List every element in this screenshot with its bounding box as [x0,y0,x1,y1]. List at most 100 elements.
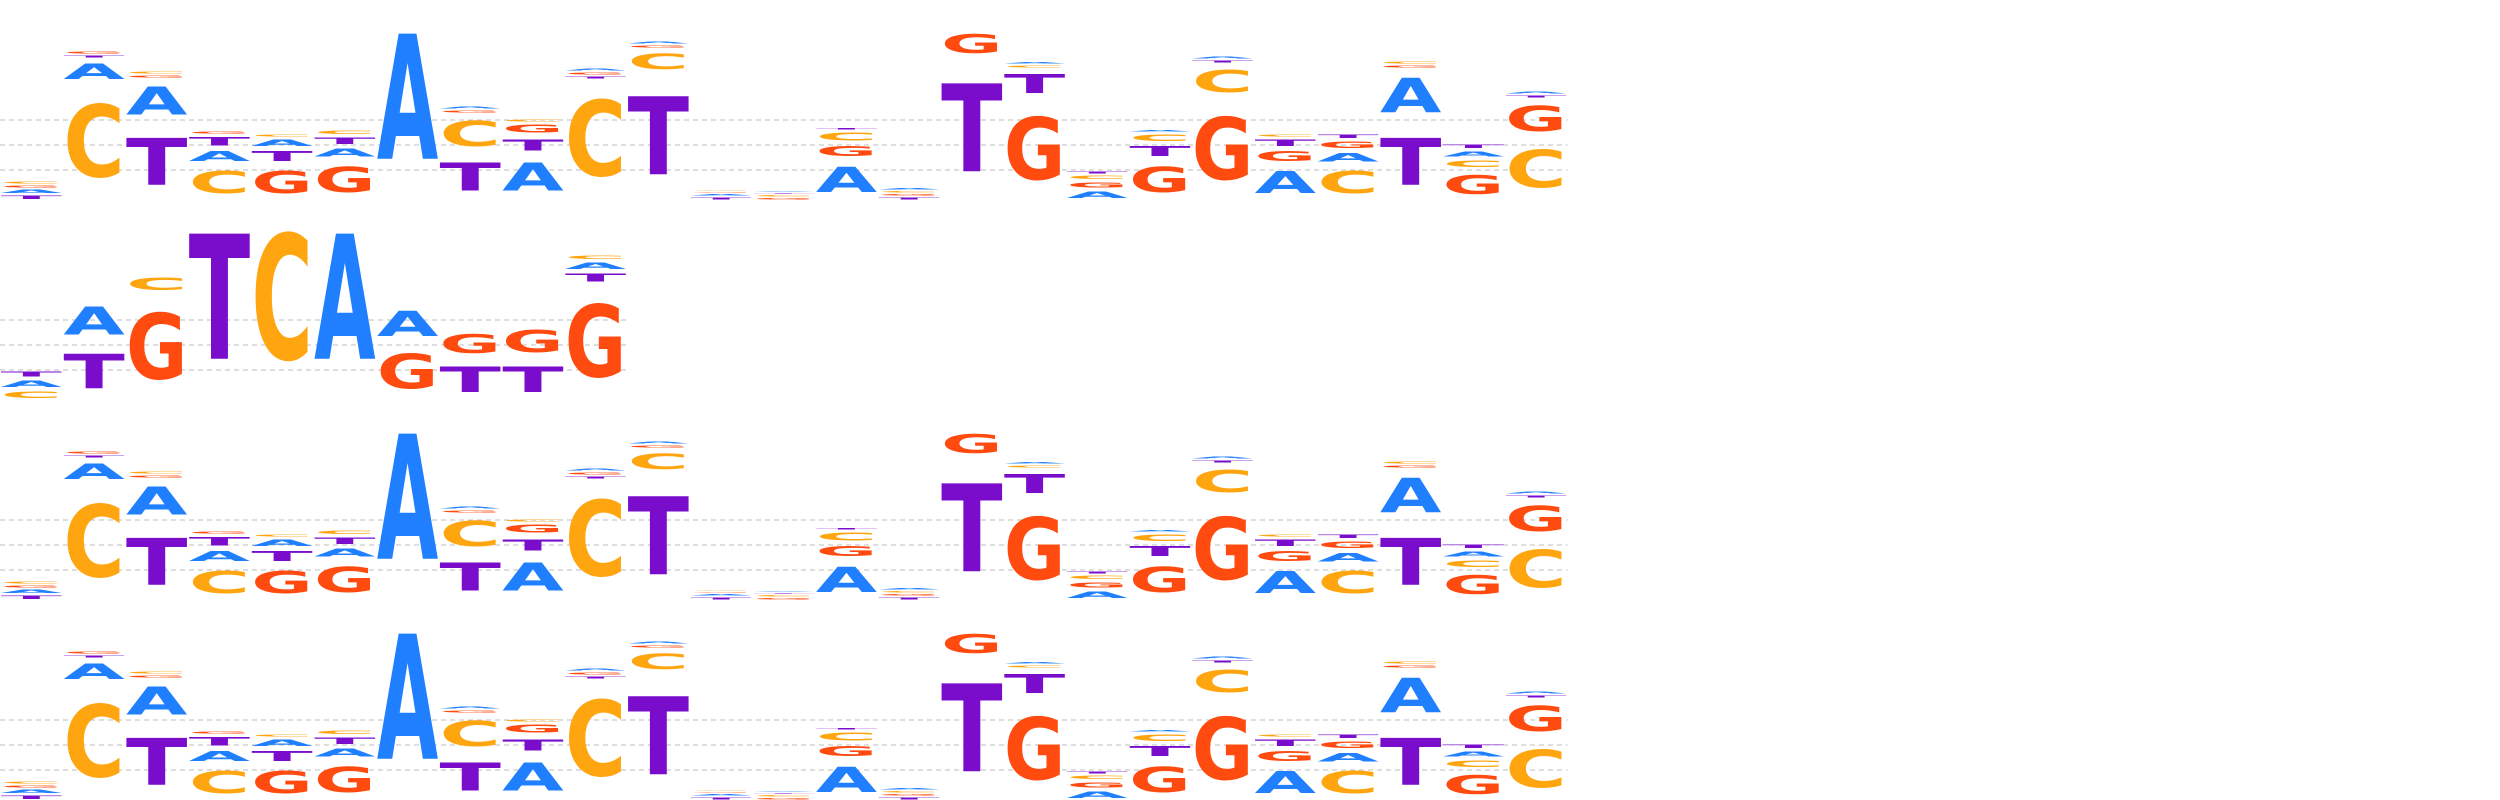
logo-3-pos-11-T-glyph: T [628,476,690,601]
logo-4-pos-24-A-glyph: A [1443,750,1505,758]
logo-3-pos-11-G-glyph: G [628,445,689,448]
logo-4-pos-25-G-glyph: G [1505,699,1566,739]
logo-4-pos-22-A-glyph: A [1317,751,1379,764]
logo-1-pos-2-A-glyph: A [63,59,124,84]
logo-2-pos-4-T-glyph: T [189,201,250,400]
logo-3-pos-23-T-glyph: T [1380,525,1441,600]
logo-1-pos-4-T-glyph: T [189,135,251,148]
logo-1-pos-3-G-glyph: G [126,75,187,78]
logo-1-pos-17-A-glyph: A [1004,62,1066,64]
logo-2-pos-2-A-glyph: A [63,299,124,344]
logo-2-pos-8-T-glyph: T [440,361,502,401]
logo-1-pos-20-C-glyph: C [1192,64,1253,99]
logo-1-pos-20-G-glyph: G [1192,99,1253,199]
logo-1-pos-19-A-glyph: A [1129,130,1191,132]
logo-4-pos-14-G-glyph: G [816,744,877,759]
logo-4-pos-23-C-glyph: C [1380,661,1441,664]
logo-3-pos-2-T-glyph: T [63,455,125,458]
logo-4-pos-3-A-glyph: A [126,679,187,724]
logo-3-pos-24-T-glyph: T [1443,544,1505,549]
logo-4-pos-4-C-glyph: C [189,765,250,800]
logo-3-pos-19-G-glyph: G [1129,560,1190,600]
logo-3-pos-14-T-glyph: T [816,528,878,530]
logo-3-pos-5-A-glyph: A [251,538,313,548]
logo-1-pos-24-T-glyph: T [1443,144,1505,149]
logo-1-pos-6-A-glyph: A [314,147,376,159]
logo-3-pos-23-A-glyph: A [1380,469,1442,524]
logo-1-pos-8-A-glyph: A [440,106,502,109]
logo-3-pos-8-G-glyph: G [440,510,501,513]
logo-4-pos-12-C-glyph: C [690,790,751,791]
logo-4-pos-11-A-glyph: A [628,641,690,644]
logo-1-pos-21-C-glyph: C [1255,134,1316,137]
logo-4-pos-1-G-glyph: G [1,785,62,788]
logo-3-pos-8-A-glyph: A [440,506,502,509]
logo-4-pos-20-C-glyph: C [1192,664,1253,699]
logo-3-pos-20-G-glyph: G [1192,499,1253,599]
logo-1-pos-21-T-glyph: T [1255,138,1317,148]
logo-3-pos-20-T-glyph: T [1192,460,1254,463]
logo-1-pos-17-C-glyph: C [1004,65,1065,68]
logo-1-pos-19-G-glyph: G [1129,160,1190,200]
logo-1-pos-18-C-glyph: C [1067,175,1128,180]
logo-1-pos-3-C-glyph: C [126,71,187,74]
logo-1-pos-24-C-glyph: C [1443,159,1504,169]
logo-1-pos-23-T-glyph: T [1380,125,1441,200]
logo-1-pos-3-T-glyph: T [126,125,187,200]
logo-1-pos-9-C-glyph: C [502,119,563,122]
logo-3-pos-10-T-glyph: T [565,476,627,479]
logo-1-pos-15-A-glyph: A [878,188,940,190]
logo-4-pos-18-G-glyph: G [1067,781,1128,789]
logo-1-pos-1-C-glyph: C [1,181,62,184]
logo-3-pos-20-C-glyph: C [1192,464,1253,499]
logo-3-pos-4-T-glyph: T [189,535,251,548]
logo-4-pos-11-C-glyph: C [628,649,689,674]
logo-3-pos-11-A-glyph: A [628,441,690,444]
logo-3-pos-14-A-glyph: A [816,560,878,600]
logo-4-pos-17-T-glyph: T [1004,669,1065,699]
logo-4-pos-18-T-glyph: T [1067,771,1129,774]
logo-1-pos-17-T-glyph: T [1004,69,1065,99]
logo-4-pos-9-G-glyph: G [502,723,563,735]
logo-3-pos-15-A-glyph: A [878,588,940,590]
logo-4-pos-13-T-glyph: T [753,793,815,794]
logo-3-pos-17-C-glyph: C [1004,465,1065,468]
logo-3-pos-16-G-glyph: G [941,429,1002,459]
logo-1-pos-19-C-glyph: C [1129,133,1190,143]
logo-4-pos-17-G-glyph: G [1004,699,1065,799]
logo-3-pos-21-C-glyph: C [1255,534,1316,537]
logo-4-pos-16-G-glyph: G [941,629,1002,659]
logo-3-pos-12-C-glyph: C [690,590,751,591]
logo-4-pos-10-T-glyph: T [565,676,627,679]
logo-3-pos-1-G-glyph: G [1,585,62,588]
logo-3-pos-18-C-glyph: C [1067,575,1128,580]
logo-4-pos-6-G-glyph: G [314,760,375,800]
logo-1-pos-5-C-glyph: C [251,134,312,137]
logo-4-pos-23-G-glyph: G [1380,665,1441,668]
guide-lines [0,119,1568,771]
logo-4-pos-6-T-glyph: T [314,736,376,746]
logo-1-pos-22-A-glyph: A [1317,151,1379,164]
logo-1-pos-21-A-glyph: A [1255,165,1317,200]
logo-4-pos-19-C-glyph: C [1129,733,1190,743]
logo-1-pos-8-G-glyph: G [440,110,501,113]
logo-1-pos-2-G-glyph: G [63,51,124,54]
logo-1-pos-11-T-glyph: T [628,76,690,201]
logo-3-pos-22-T-glyph: T [1317,534,1379,539]
logo-1-pos-25-T-glyph: T [1505,95,1567,98]
logo-4-pos-6-A-glyph: A [314,747,376,759]
logo-4-pos-10-A-glyph: A [565,668,627,671]
logo-3-pos-13-T-glyph: T [753,593,815,594]
logo-4-pos-8-A-glyph: A [440,706,502,709]
logo-3-pos-12-G-glyph: G [690,592,751,593]
logo-3-pos-22-C-glyph: C [1317,565,1378,600]
logo-3-pos-25-G-glyph: G [1505,499,1566,539]
logo-4-pos-9-T-glyph: T [502,736,563,754]
logo-4-pos-24-G-glyph: G [1443,770,1504,800]
logo-3-pos-3-T-glyph: T [126,525,187,600]
logo-3-pos-4-C-glyph: C [189,565,250,600]
